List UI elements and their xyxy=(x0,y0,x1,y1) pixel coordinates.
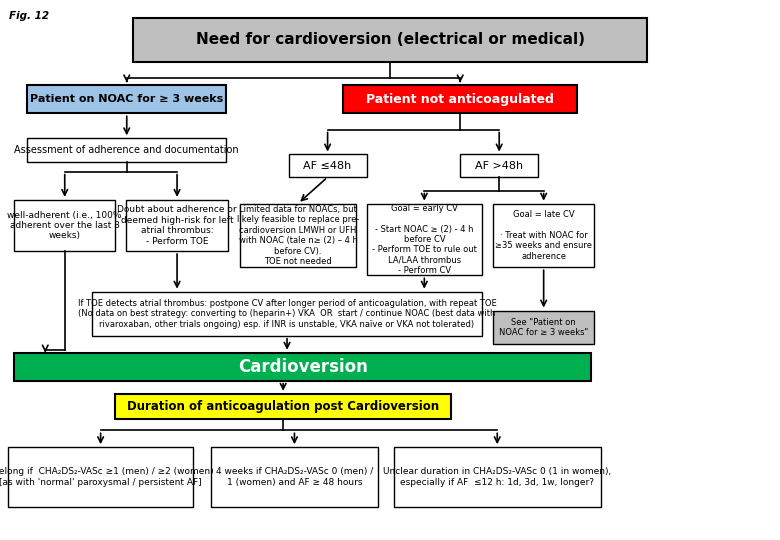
FancyBboxPatch shape xyxy=(460,154,538,177)
FancyBboxPatch shape xyxy=(126,200,228,251)
Text: Patient on NOAC for ≥ 3 weeks: Patient on NOAC for ≥ 3 weeks xyxy=(30,94,223,104)
FancyBboxPatch shape xyxy=(240,204,356,267)
FancyBboxPatch shape xyxy=(8,447,193,507)
Text: Assessment of adherence and documentation: Assessment of adherence and documentatio… xyxy=(15,145,239,155)
FancyBboxPatch shape xyxy=(367,204,482,275)
FancyBboxPatch shape xyxy=(493,204,594,267)
Text: Goal = late CV

· Treat with NOAC for
≥35 weeks and ensure
adherence: Goal = late CV · Treat with NOAC for ≥35… xyxy=(495,210,592,261)
FancyBboxPatch shape xyxy=(493,310,594,344)
Text: See "Patient on
NOAC for ≥ 3 weeks": See "Patient on NOAC for ≥ 3 weeks" xyxy=(499,318,588,337)
FancyBboxPatch shape xyxy=(92,292,482,336)
Text: Goal = early CV

- Start NOAC ≥ (2) - 4 h
before CV
- Perform TOE to rule out
LA: Goal = early CV - Start NOAC ≥ (2) - 4 h… xyxy=(372,204,477,275)
FancyBboxPatch shape xyxy=(27,85,226,113)
FancyBboxPatch shape xyxy=(394,447,601,507)
FancyBboxPatch shape xyxy=(289,154,367,177)
Text: Lifelong if  CHA₂DS₂-VASc ≥1 (men) / ≥2 (women)
[as with 'normal' paroxysmal / p: Lifelong if CHA₂DS₂-VASc ≥1 (men) / ≥2 (… xyxy=(0,467,214,487)
Text: AF >48h: AF >48h xyxy=(475,161,523,171)
Text: Patient not anticoagulated: Patient not anticoagulated xyxy=(367,93,554,106)
Text: AF ≤48h: AF ≤48h xyxy=(303,161,352,171)
Text: well-adherent (i.e., 100%
adherent over the last 3
weeks): well-adherent (i.e., 100% adherent over … xyxy=(8,211,122,240)
FancyBboxPatch shape xyxy=(133,18,647,62)
Text: Fig. 12: Fig. 12 xyxy=(9,11,49,21)
FancyBboxPatch shape xyxy=(115,394,451,418)
Text: Duration of anticoagulation post Cardioversion: Duration of anticoagulation post Cardiov… xyxy=(127,400,439,413)
Text: Unclear duration in CHA₂DS₂-VASc 0 (1 in women),
especially if AF  ≤12 h: 1d, 3d: Unclear duration in CHA₂DS₂-VASc 0 (1 in… xyxy=(383,467,612,487)
FancyBboxPatch shape xyxy=(14,200,115,251)
FancyBboxPatch shape xyxy=(211,447,378,507)
FancyBboxPatch shape xyxy=(343,85,577,113)
FancyBboxPatch shape xyxy=(14,353,591,381)
FancyBboxPatch shape xyxy=(27,138,226,162)
Text: Doubt about adherence or
deemed high-risk for left
atrial thrombus:
- Perform TO: Doubt about adherence or deemed high-ris… xyxy=(117,205,237,246)
Text: 4 weeks if CHA₂DS₂-VASc 0 (men) /
1 (women) and AF ≥ 48 hours: 4 weeks if CHA₂DS₂-VASc 0 (men) / 1 (wom… xyxy=(216,467,373,487)
Text: Limited data for NOACs, but
likely feasible to replace pre-
cardioversion LMWH o: Limited data for NOACs, but likely feasi… xyxy=(237,205,359,266)
Text: If TOE detects atrial thrombus: postpone CV after longer period of anticoagulati: If TOE detects atrial thrombus: postpone… xyxy=(78,299,496,329)
Text: Need for cardioversion (electrical or medical): Need for cardioversion (electrical or me… xyxy=(196,32,584,48)
Text: Cardioversion: Cardioversion xyxy=(238,357,367,376)
